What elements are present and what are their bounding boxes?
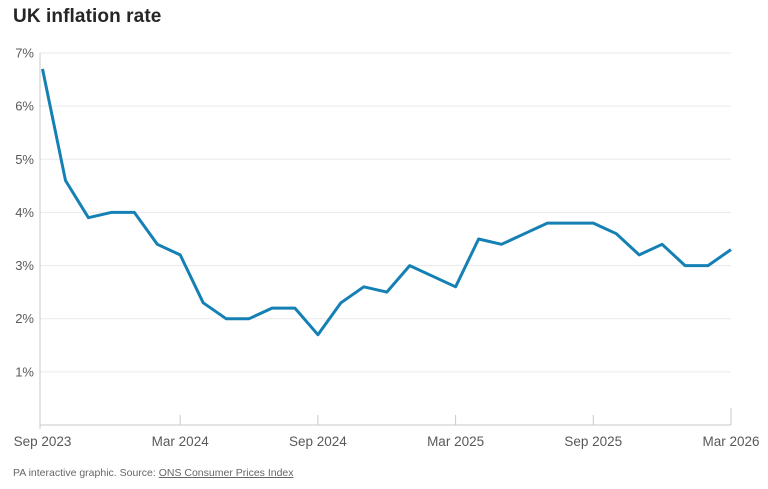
x-axis-label-sep-2025: Sep 2025 [564, 434, 622, 449]
x-axis-label-sep-2024: Sep 2024 [289, 434, 347, 449]
footer-text: PA interactive graphic. Source: [13, 467, 159, 479]
y-axis-label-7pct: 7% [15, 46, 34, 61]
x-axis-label-mar-2024: Mar 2024 [152, 434, 210, 449]
y-axis-label-4pct: 4% [15, 205, 34, 220]
chart-title: UK inflation rate [13, 6, 162, 27]
x-axis-label-mar-2026: Mar 2026 [702, 434, 759, 449]
y-axis-label-1pct: 1% [15, 364, 34, 379]
y-axis-label-3pct: 3% [15, 258, 34, 273]
inflation-rate-line[interactable] [41, 68, 732, 337]
y-axis-label-6pct: 6% [15, 99, 34, 114]
y-axis-label-5pct: 5% [15, 152, 34, 167]
source-link[interactable]: ONS Consumer Prices Index [158, 467, 294, 479]
x-axis-label-mar-2025: Mar 2025 [427, 434, 484, 449]
y-axis-label-2pct: 2% [15, 311, 34, 326]
footer-attribution: PA interactive graphic. Source: ONS Cons… [13, 467, 294, 479]
x-axis-label-sep-2023: Sep 2023 [14, 434, 72, 449]
